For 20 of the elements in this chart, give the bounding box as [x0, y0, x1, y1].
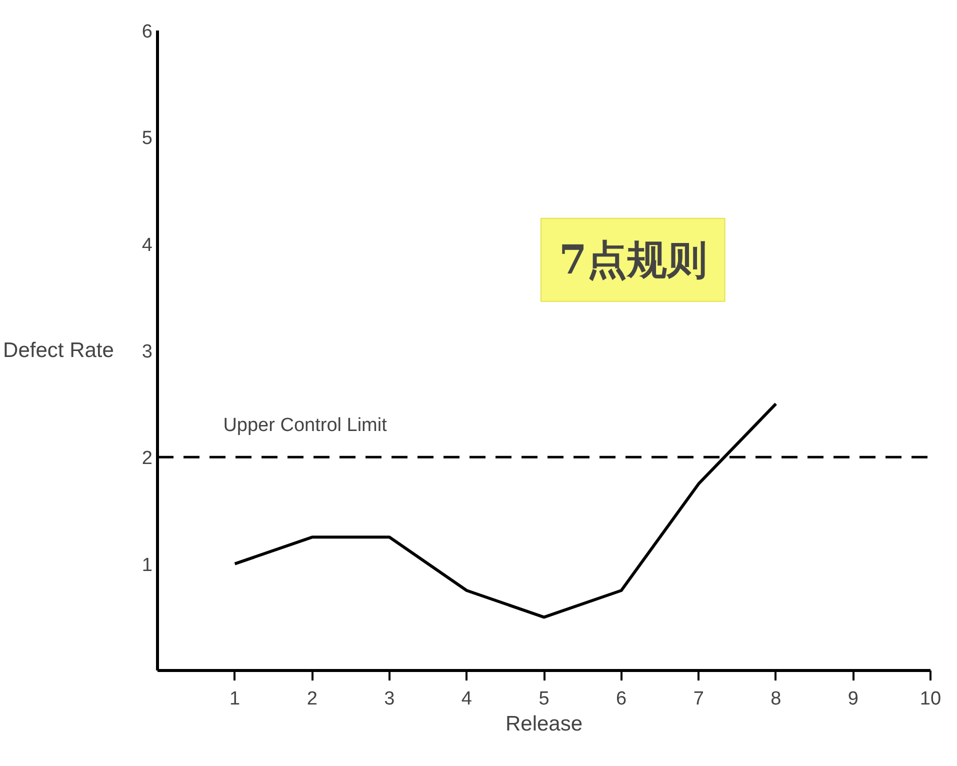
x-tick-label: 1	[230, 688, 240, 710]
x-axis-title: Release	[505, 712, 583, 736]
annotation: 7点规则	[558, 236, 707, 284]
x-tick-label: 5	[538, 688, 550, 710]
x-tick-label: 7	[693, 688, 704, 710]
x-tick-label: 8	[770, 688, 782, 710]
x-tick-label: 9	[848, 688, 858, 710]
y-tick-label: 3	[142, 342, 153, 362]
y-tick-label: 4	[142, 234, 153, 256]
y-axis-title: Defect Rate	[3, 339, 114, 362]
y-tick-label: 1	[142, 554, 153, 576]
x-tick-label: 6	[616, 688, 627, 710]
y-tick-label: 5	[142, 128, 153, 150]
x-tick-label: 10	[920, 688, 942, 710]
y-tick-label: 6	[142, 22, 153, 42]
x-tick-label: 4	[461, 688, 472, 710]
x-tick-label: 3	[384, 688, 395, 710]
x-tick-label: 2	[306, 688, 318, 710]
ref-line-label: Upper Control Limit	[223, 414, 388, 436]
y-tick-label: 2	[142, 448, 153, 470]
